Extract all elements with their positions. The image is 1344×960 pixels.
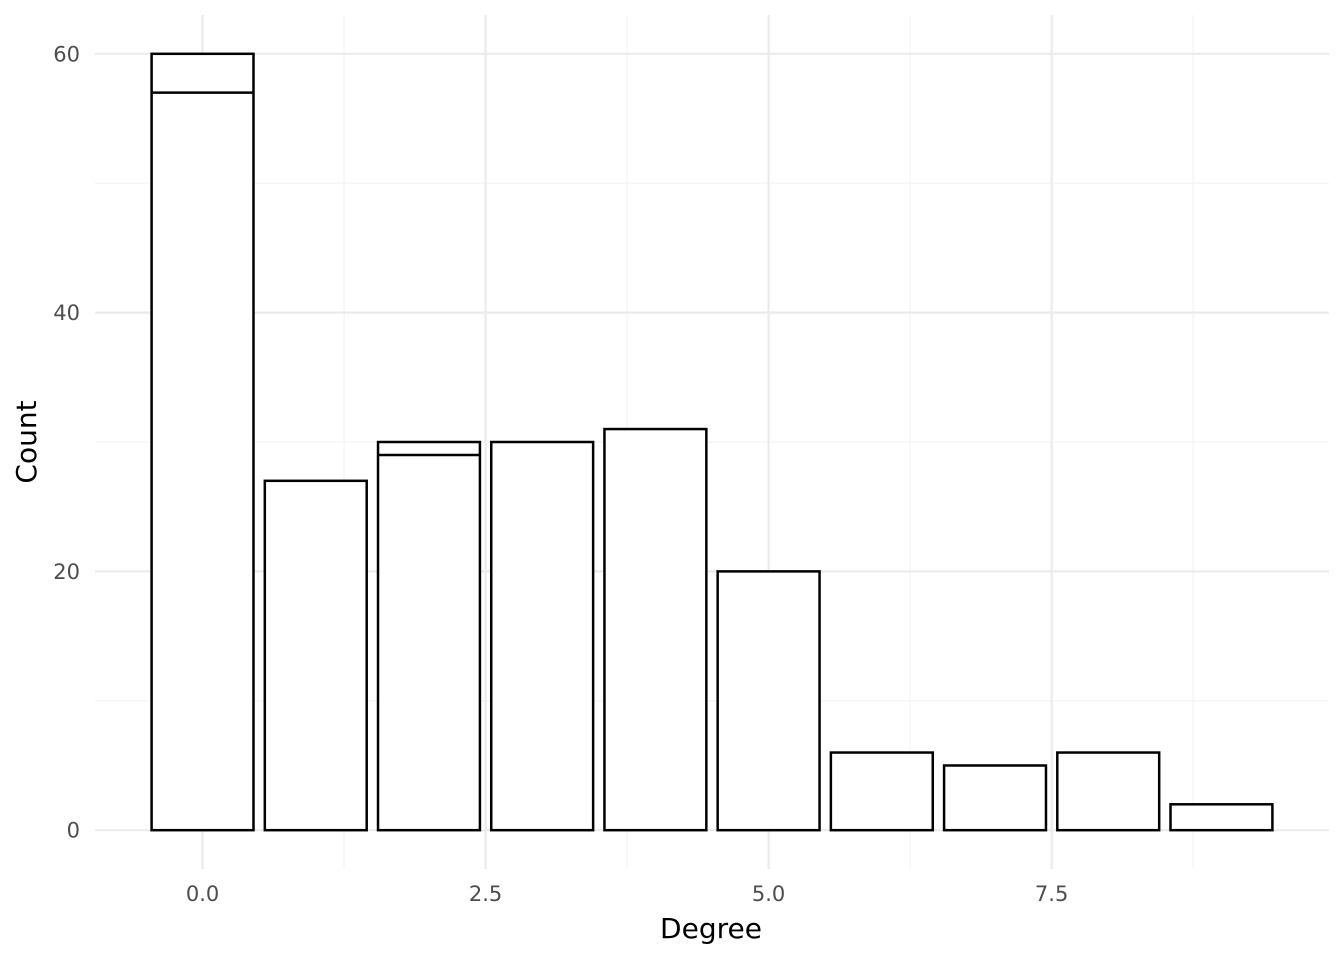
bars — [150, 52, 1274, 832]
bar — [942, 764, 1048, 832]
x-axis-tick-labels: 0.0 2.5 5.0 7.5 — [186, 882, 1068, 906]
bar — [150, 52, 255, 832]
y-tick-label: 20 — [53, 560, 80, 584]
x-tick-label: 7.5 — [1035, 882, 1068, 906]
bar — [263, 479, 368, 832]
bar — [603, 427, 708, 832]
y-tick-label: 40 — [53, 301, 80, 325]
x-tick-label: 0.0 — [186, 882, 219, 906]
bar — [376, 440, 482, 832]
y-axis-title: Count — [10, 400, 43, 483]
bar — [829, 751, 935, 832]
bar — [716, 570, 821, 832]
x-tick-label: 2.5 — [469, 882, 502, 906]
bar — [1056, 751, 1161, 832]
bar — [489, 440, 595, 832]
x-axis-title: Degree — [660, 912, 762, 945]
y-tick-label: 0 — [67, 819, 80, 843]
x-tick-label: 5.0 — [752, 882, 785, 906]
y-axis-tick-labels: 0 20 40 60 — [53, 42, 80, 842]
y-tick-label: 60 — [53, 42, 80, 66]
bar — [1169, 803, 1274, 832]
